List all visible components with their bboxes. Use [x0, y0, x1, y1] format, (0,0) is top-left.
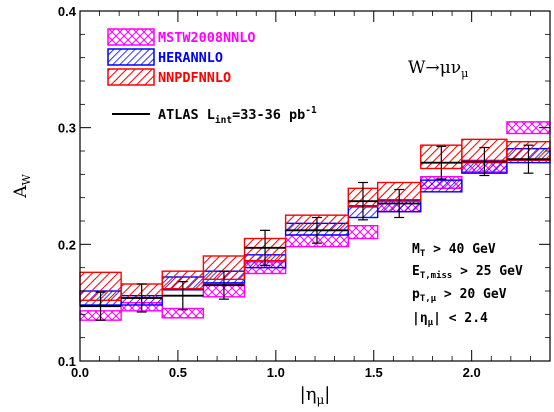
- data-point-7: [377, 188, 421, 219]
- y-axis-label: AW: [11, 174, 33, 199]
- cut-eta: |ημ| < 2.4: [412, 311, 488, 328]
- data-point-9: [461, 146, 507, 177]
- cut-etmiss: ET,miss > 25 GeV: [412, 264, 523, 281]
- data-point-3: [203, 270, 245, 300]
- legend-label-atlas: ATLAS Lint=33-36 pb-1: [158, 105, 317, 126]
- y-tick-label-3: 0.4: [58, 4, 77, 19]
- legend-swatch-mstw: [107, 28, 155, 46]
- x-axis-label: |ημ|: [300, 384, 331, 407]
- axis-ticks: 0.0 0.5 1.0 1.5 2.0 0.1 0.2 0.3 0.4: [58, 4, 551, 380]
- legend-swatch-nnpdf: [107, 68, 155, 86]
- data-point-4: [244, 229, 286, 266]
- x-tick-label-2: 1.0: [267, 365, 285, 380]
- data-point-0: [80, 291, 122, 321]
- data-point-1: [121, 283, 163, 313]
- legend-label-nnpdf: NNPDFNNLO: [158, 70, 231, 86]
- process-label: W→μνμ: [408, 58, 468, 80]
- data-point-6: [348, 181, 378, 221]
- legend: MSTW2008NNLO HERANNLO NNPDFNNLO ATLAS Li…: [107, 28, 317, 126]
- data-point-8: [420, 145, 462, 180]
- cut-mt: MT > 40 GeV: [412, 242, 496, 259]
- data-point-5: [285, 216, 349, 244]
- legend-label-hera: HERANNLO: [158, 50, 223, 66]
- y-tick-label-1: 0.2: [58, 237, 76, 252]
- y-tick-label-0: 0.1: [58, 354, 76, 369]
- y-tick-label-2: 0.3: [58, 121, 76, 136]
- x-tick-label-4: 2.0: [463, 365, 481, 380]
- x-tick-label-1: 0.5: [169, 365, 187, 380]
- x-tick-label-0: 0.0: [71, 365, 89, 380]
- selection-cuts: MT > 40 GeV ET,miss > 25 GeV pT,μ > 20 G…: [412, 242, 523, 328]
- band-herannlo-8: [420, 179, 463, 193]
- data-point-2: [162, 281, 204, 311]
- band-mstw2008nnlo-6: [347, 224, 379, 240]
- x-tick-label-3: 1.5: [365, 365, 383, 380]
- legend-swatch-hera: [107, 48, 155, 66]
- atlas-data-points: [80, 144, 550, 321]
- legend-label-mstw: MSTW2008NNLO: [158, 30, 256, 46]
- data-point-10: [506, 144, 550, 174]
- cut-pt: pT,μ > 20 GeV: [412, 287, 507, 304]
